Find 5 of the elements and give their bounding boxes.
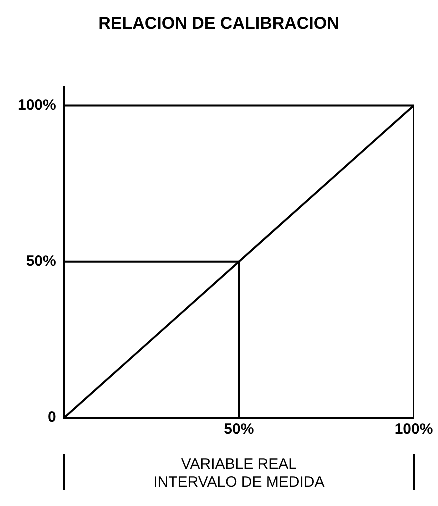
y-tick-label: 50% <box>26 253 56 270</box>
y-tick-label: 100% <box>18 96 56 114</box>
x-axis-title: VARIABLE REAL INTERVALO DE MEDIDA <box>154 456 325 492</box>
chart-title: RELACION DE CALIBRACION <box>98 14 340 34</box>
y-tick-label: 0 <box>48 409 56 426</box>
